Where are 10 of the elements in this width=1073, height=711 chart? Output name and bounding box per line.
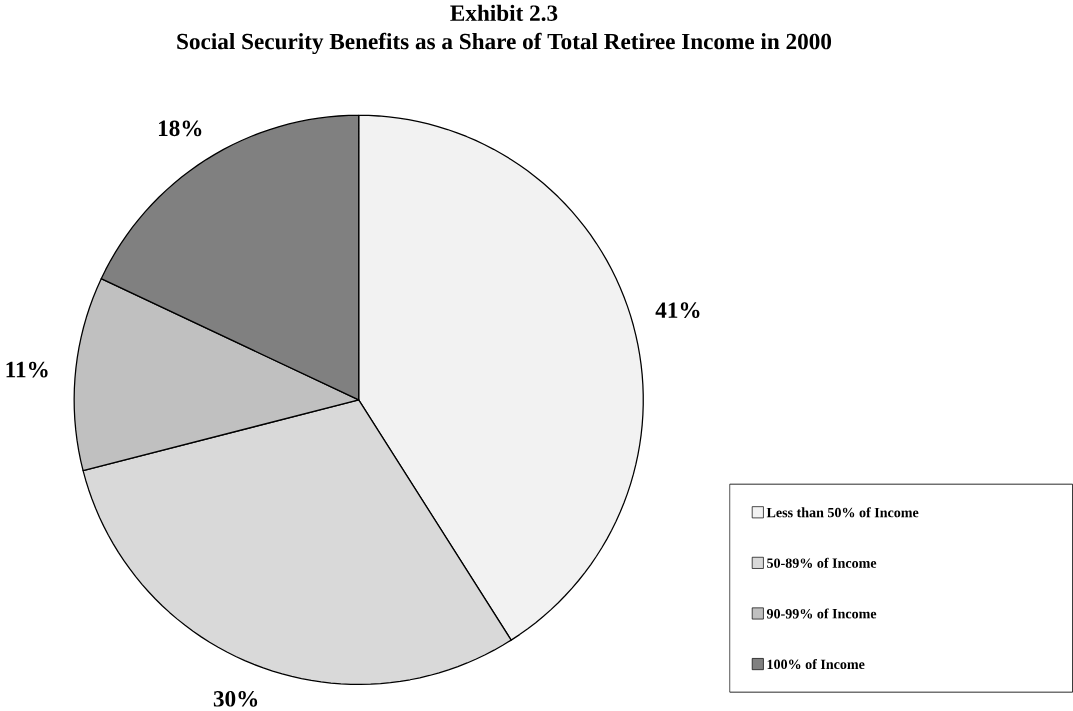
data-label: 11%: [6, 361, 48, 378]
legend-label: Less than 50% of Income: [766, 507, 919, 518]
data-label: 30%: [213, 690, 258, 707]
data-label: 41%: [655, 302, 700, 318]
chart-title: Exhibit 2.3: [450, 4, 558, 21]
legend-label: 100% of Income: [767, 658, 865, 669]
chart-subtitle: Social Security Benefits as a Share of Total Retiree Income in 2000: [177, 32, 832, 54]
legend-label: 50-89% of Income: [767, 557, 877, 568]
data-label: 18%: [158, 120, 202, 137]
legend-label: 90-99% of Income: [766, 608, 877, 619]
